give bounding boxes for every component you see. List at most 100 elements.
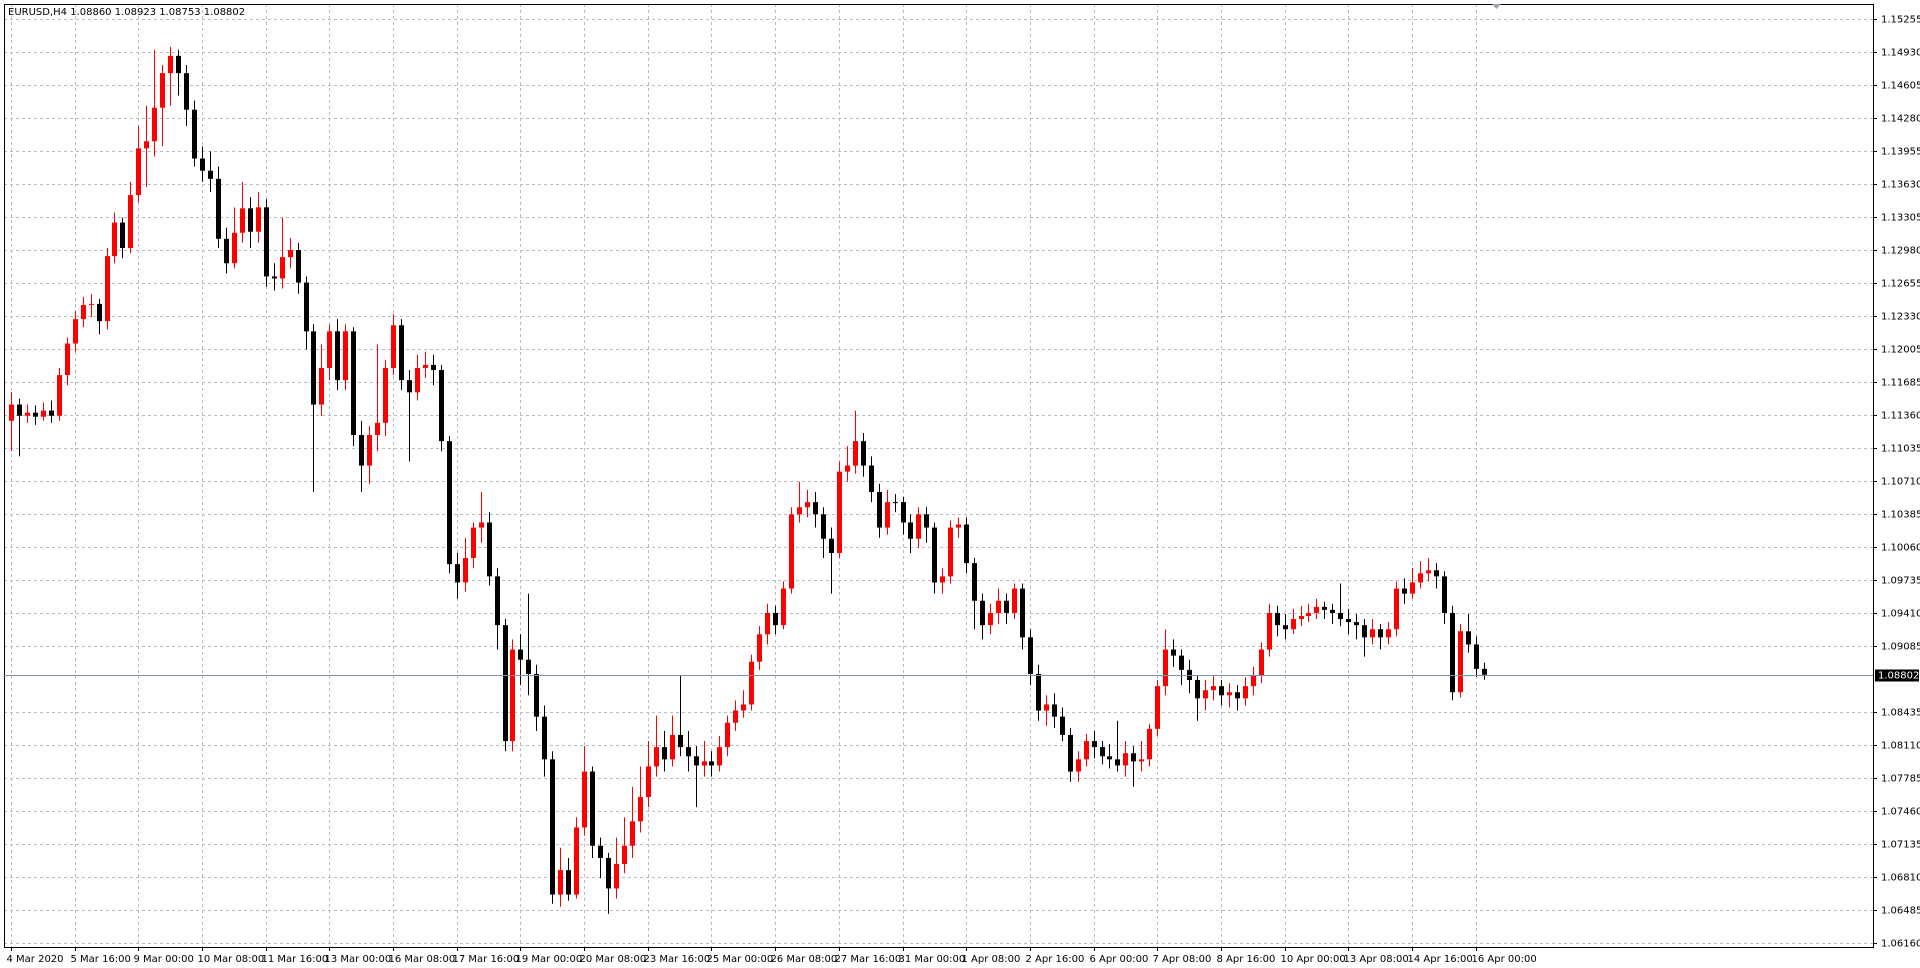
candle-body	[940, 576, 945, 583]
y-tick-label: 1.12005	[1881, 345, 1920, 356]
candle-body	[200, 158, 205, 171]
y-tick-label: 1.08435	[1881, 708, 1920, 719]
x-tick-label: 16 Mar 08:00	[389, 954, 456, 965]
candle-body	[264, 207, 269, 277]
candle-body	[1482, 668, 1487, 675]
candle-body	[606, 857, 611, 889]
candle-body	[1466, 631, 1471, 645]
candle-body	[614, 864, 619, 889]
candle-body	[415, 367, 420, 393]
candle-body	[956, 524, 961, 528]
candle-body	[1187, 669, 1192, 681]
candle-body	[447, 441, 452, 565]
candle-body	[1338, 612, 1343, 620]
y-tick-label: 1.14930	[1881, 48, 1920, 59]
candle-body	[805, 502, 810, 508]
bid-label: 1.08802	[1878, 671, 1919, 682]
candle-body	[439, 369, 444, 442]
candle-body	[471, 527, 476, 559]
y-tick-label: 1.13955	[1881, 147, 1920, 158]
x-tick-label: 7 Apr 08:00	[1153, 954, 1212, 965]
x-tick-label: 26 Mar 08:00	[771, 954, 838, 965]
x-tick-label: 14 Apr 16:00	[1408, 954, 1473, 965]
y-tick-label: 1.06485	[1881, 906, 1920, 917]
candle-body	[709, 761, 714, 766]
candle-body	[988, 612, 993, 626]
candle-body	[534, 673, 539, 717]
candle-body	[1004, 600, 1009, 613]
candle-body	[1243, 686, 1248, 699]
candle-body	[510, 649, 515, 742]
candle-body	[1147, 728, 1152, 760]
candle-body	[773, 612, 778, 626]
candle-body	[686, 747, 691, 757]
candle-body	[1171, 649, 1176, 656]
candle-body	[1275, 612, 1280, 626]
candles-layer	[9, 46, 1487, 914]
x-tick-label: 10 Mar 08:00	[198, 954, 265, 965]
candle-body	[869, 465, 874, 492]
x-tick-label: 2 Apr 16:00	[1026, 954, 1085, 965]
y-tick-label: 1.06160	[1881, 939, 1920, 950]
candle-body	[168, 55, 173, 74]
candle-body	[1036, 673, 1041, 711]
candle-body	[280, 257, 285, 279]
candle-body	[1434, 570, 1439, 577]
candle-body	[749, 661, 754, 705]
candle-body	[1227, 692, 1232, 696]
candle-body	[1123, 753, 1128, 766]
y-tick-label: 1.12655	[1881, 279, 1920, 290]
candle-body	[97, 303, 102, 322]
candle-body	[184, 73, 189, 110]
candle-body	[1219, 686, 1224, 696]
candle-body	[1410, 582, 1415, 594]
y-tick-label: 1.13630	[1881, 180, 1920, 191]
candle-body	[112, 222, 117, 257]
candle-body	[861, 441, 866, 466]
candle-body	[853, 441, 858, 466]
candle-body	[248, 208, 253, 232]
candle-body	[1195, 680, 1200, 699]
y-tick-label: 1.15255	[1881, 15, 1920, 26]
candle-body	[1362, 625, 1367, 638]
candle-body	[327, 331, 332, 368]
candle-body	[542, 716, 547, 760]
candle-body	[399, 325, 404, 381]
candle-body	[89, 303, 94, 305]
x-tick-label: 1 Apr 08:00	[962, 954, 1021, 965]
candle-body	[526, 659, 531, 674]
y-tick-label: 1.13305	[1881, 213, 1920, 224]
candle-body	[391, 325, 396, 368]
candle-body	[335, 331, 340, 381]
candle-body	[1084, 741, 1089, 760]
y-tick-label: 1.11360	[1881, 411, 1920, 422]
x-tick-label: 23 Mar 16:00	[644, 954, 711, 965]
y-tick-label: 1.12980	[1881, 246, 1920, 257]
candle-body	[367, 435, 372, 466]
x-tick-label: 16 Apr 00:00	[1472, 954, 1537, 965]
candle-body	[670, 734, 675, 760]
candle-body	[160, 73, 165, 108]
candle-body	[25, 412, 30, 416]
candle-body	[359, 435, 364, 466]
x-tick-label: 17 Mar 16:00	[453, 954, 520, 965]
candle-body	[1291, 619, 1296, 630]
candle-body	[41, 410, 46, 417]
candle-body	[17, 404, 22, 416]
candle-body	[789, 514, 794, 589]
bid-label-box	[1875, 669, 1919, 682]
x-tick-label: 13 Apr 08:00	[1344, 954, 1409, 965]
x-tick-label: 13 Mar 00:00	[325, 954, 392, 965]
candle-body	[192, 109, 197, 159]
candle-body	[582, 771, 587, 828]
x-tick-label: 10 Apr 00:00	[1281, 954, 1346, 965]
candle-body	[797, 507, 802, 515]
candle-body	[821, 514, 826, 539]
candle-body	[407, 380, 412, 393]
y-tick-label: 1.10385	[1881, 510, 1920, 521]
candle-body	[73, 319, 78, 344]
y-tick-label: 1.14605	[1881, 81, 1920, 92]
candle-body	[702, 761, 707, 766]
